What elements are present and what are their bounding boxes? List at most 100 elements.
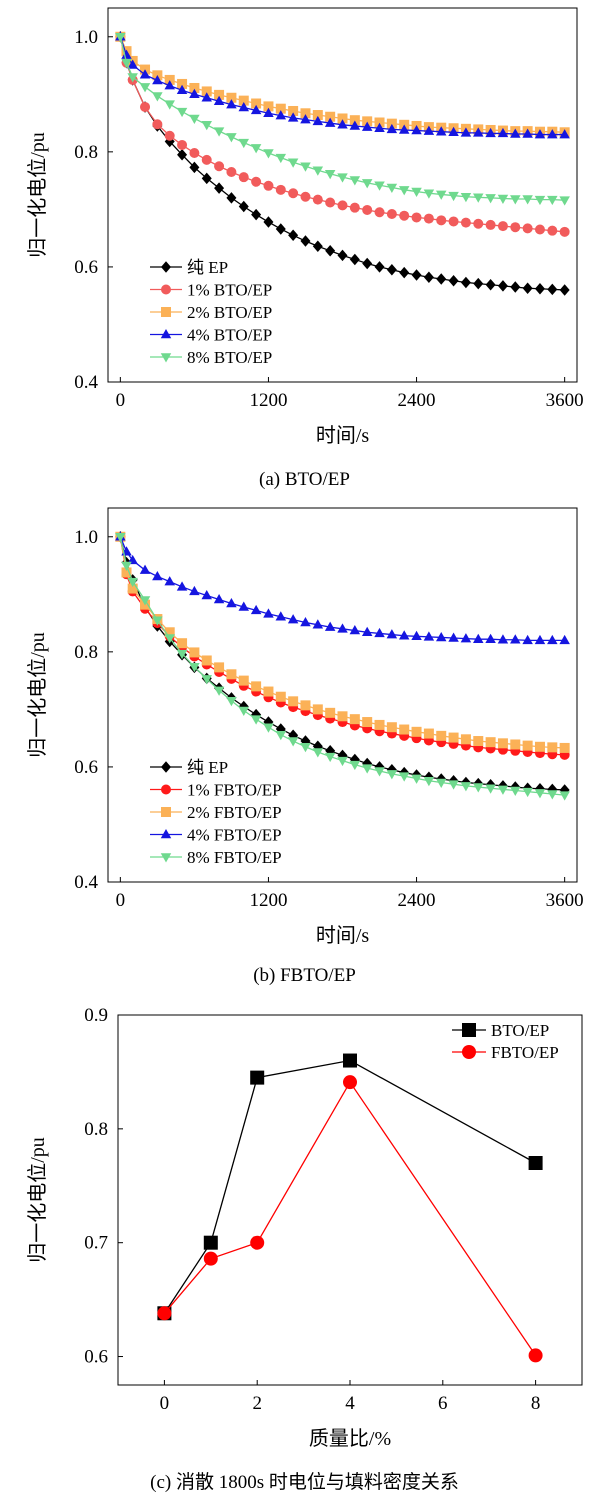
data-point: [121, 58, 132, 69]
data-point: [522, 223, 533, 234]
y-tick-label: 0.9: [84, 1005, 108, 1026]
data-point: [386, 264, 397, 276]
data-point: [398, 772, 410, 782]
data-point: [411, 774, 422, 784]
data-point: [361, 626, 373, 637]
data-point: [263, 180, 274, 191]
series-1: [157, 1075, 543, 1363]
data-point: [287, 158, 299, 168]
data-point: [448, 274, 459, 287]
x-tick-label: 4: [345, 1393, 355, 1414]
x-tick-label: 3600: [546, 390, 584, 411]
data-point: [226, 598, 237, 608]
data-point: [528, 1156, 543, 1170]
data-point: [337, 119, 348, 129]
data-point: [547, 283, 558, 296]
data-point: [226, 697, 237, 707]
data-point: [226, 133, 237, 143]
data-point: [275, 110, 287, 120]
data-point: [139, 69, 151, 79]
data-point: [300, 700, 311, 711]
data-point: [263, 608, 274, 618]
data-point: [263, 101, 274, 112]
data-point: [337, 756, 348, 767]
data-point: [263, 107, 274, 118]
data-point: [312, 619, 324, 629]
data-point: [275, 691, 286, 702]
data-point: [251, 708, 262, 721]
data-point: [485, 737, 496, 748]
x-tick-label: 2: [252, 1393, 262, 1414]
legend-label: FBTO/EP: [491, 1043, 559, 1062]
legend-label: 纯 EP: [187, 258, 228, 277]
data-point: [374, 767, 385, 777]
data-point: [399, 724, 410, 735]
data-point: [337, 249, 348, 262]
series-3: [115, 531, 570, 645]
data-point: [288, 188, 299, 199]
data-point: [325, 707, 336, 718]
legend-label: 8% FBTO/EP: [187, 848, 282, 867]
data-point: [201, 172, 212, 185]
legend-label: 2% FBTO/EP: [187, 803, 282, 822]
data-point: [251, 176, 262, 187]
data-point: [374, 761, 385, 773]
data-point: [238, 138, 250, 149]
data-point: [510, 786, 521, 797]
legend-label: BTO/EP: [491, 1021, 549, 1040]
data-point: [399, 210, 410, 221]
data-point: [164, 627, 175, 638]
data-point: [250, 604, 262, 615]
data-point: [238, 95, 249, 106]
data-point: [288, 229, 299, 242]
data-point: [251, 98, 262, 109]
data-point: [238, 601, 250, 611]
data-point: [152, 74, 163, 85]
data-point: [189, 161, 200, 174]
data-point: [485, 784, 496, 794]
data-point: [559, 742, 570, 753]
data-point: [312, 704, 323, 715]
data-point: [238, 172, 249, 183]
data-point: [287, 737, 299, 747]
data-point: [251, 681, 262, 692]
data-point: [497, 221, 508, 232]
data-point: [559, 791, 570, 801]
data-point: [324, 752, 336, 763]
data-point: [337, 623, 348, 633]
data-point: [423, 728, 434, 739]
data-point: [250, 144, 262, 154]
data-point: [275, 611, 287, 621]
data-point: [559, 226, 570, 237]
series-0: [115, 531, 570, 796]
legend-marker: [161, 307, 171, 317]
data-point: [238, 200, 249, 213]
data-point: [497, 738, 508, 749]
x-tick-label: 3600: [546, 890, 584, 911]
data-point: [127, 583, 138, 594]
data-point: [559, 129, 570, 139]
data-point: [473, 783, 484, 793]
data-point: [189, 147, 200, 158]
data-point: [386, 118, 397, 129]
y-axis-label: 归一化电位/pu: [26, 1137, 49, 1263]
data-point: [201, 655, 212, 666]
data-point: [300, 162, 311, 172]
plot-frame: [107, 507, 578, 883]
data-point: [399, 266, 410, 279]
data-point: [485, 194, 496, 204]
data-point: [362, 717, 373, 728]
data-point: [213, 95, 225, 105]
data-point: [349, 202, 360, 213]
data-point: [189, 585, 200, 596]
data-point: [164, 80, 175, 90]
data-point: [226, 669, 237, 680]
series-4: [115, 33, 570, 206]
series-line: [163, 1080, 537, 1356]
y-tick-label: 0.4: [74, 872, 98, 893]
data-point: [324, 621, 336, 631]
data-point: [411, 269, 422, 281]
data-point: [201, 589, 212, 600]
y-axis-label: 归一化电位/pu: [26, 632, 49, 758]
data-point: [177, 78, 188, 89]
